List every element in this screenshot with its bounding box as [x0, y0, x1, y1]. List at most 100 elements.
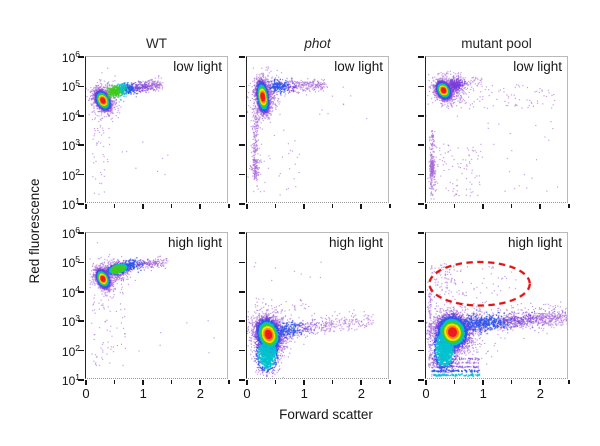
x-major-tick	[246, 380, 248, 385]
y-major-tick	[78, 349, 84, 352]
scatter-canvas-wt-low-light	[86, 57, 227, 202]
y-major-tick	[418, 85, 424, 88]
x-minor-tick	[332, 380, 334, 384]
y-major-tick	[239, 379, 245, 381]
x-minor-tick	[113, 204, 116, 208]
condition-label: low light	[513, 59, 562, 74]
x-major-tick	[303, 204, 306, 209]
x-major-tick	[539, 380, 542, 385]
y-major-tick	[78, 85, 84, 88]
x-major-tick	[142, 204, 145, 209]
y-tick-label: 106	[61, 49, 80, 65]
x-tick-label: 1	[300, 386, 308, 401]
column-title-wt: WT	[146, 36, 167, 51]
y-major-tick	[78, 232, 84, 234]
x-tick-label: 2	[357, 386, 365, 401]
panel-wt-high-light: high light 106 105 104 103 102 101 0 1 2	[62, 225, 230, 401]
y-tick-label: 103	[61, 313, 80, 330]
x-tick-label: 1	[139, 386, 147, 401]
panel-mutant-pool-high-light: high light 0 1 2	[418, 232, 570, 401]
condition-label: high light	[507, 235, 562, 250]
x-minor-tick	[332, 204, 334, 208]
y-major-tick	[418, 173, 424, 176]
x-minor-tick	[511, 204, 513, 208]
panel-mutant-pool-low-light: low light	[418, 56, 570, 209]
y-major-tick	[418, 349, 424, 352]
y-major-tick	[239, 173, 245, 176]
x-minor-tick	[389, 204, 391, 208]
y-major-tick	[239, 320, 245, 322]
scatter-canvas-wt-high-light	[86, 233, 227, 378]
panel-wt-low-light: low light 106 105 104 103 102 101	[62, 49, 230, 212]
x-tick-label: 1	[479, 386, 487, 401]
condition-label: high light	[328, 235, 383, 250]
x-major-tick	[482, 204, 485, 209]
y-major-tick	[418, 56, 424, 58]
x-minor-tick	[171, 204, 173, 208]
condition-label: low light	[334, 59, 383, 74]
panel-phot-low-light: low light	[239, 56, 391, 209]
y-major-tick	[239, 349, 245, 352]
y-major-tick	[418, 144, 424, 146]
y-major-tick	[78, 291, 84, 293]
y-major-tick	[239, 56, 245, 58]
x-tick-label: 2	[536, 386, 544, 401]
y-major-tick	[418, 261, 424, 264]
y-tick-label: 101	[61, 372, 80, 388]
y-major-tick	[78, 56, 84, 58]
y-major-tick	[239, 85, 245, 88]
y-major-tick	[239, 261, 245, 264]
x-major-tick	[360, 204, 363, 209]
condition-label: low light	[173, 59, 222, 74]
x-major-tick	[199, 204, 202, 209]
x-minor-tick	[113, 380, 116, 384]
y-tick-label: 103	[61, 137, 80, 154]
y-tick-label: 105	[61, 254, 80, 271]
x-minor-tick	[228, 204, 230, 208]
scatter-canvas-phot-high-light	[247, 233, 388, 378]
y-tick-label: 101	[61, 196, 80, 212]
column-title-mutant-pool: mutant pool	[461, 36, 532, 51]
x-minor-tick	[568, 380, 570, 384]
y-tick-label: 102	[61, 166, 80, 183]
y-major-tick	[239, 232, 245, 234]
y-tick-label: 102	[61, 342, 80, 359]
y-major-tick	[239, 203, 245, 205]
column-title-phot: phot	[304, 36, 331, 51]
x-major-tick	[199, 380, 202, 385]
x-minor-tick	[453, 380, 456, 384]
x-major-tick	[303, 380, 306, 385]
x-major-tick	[85, 380, 87, 385]
x-minor-tick	[171, 380, 173, 384]
x-major-tick	[142, 380, 145, 385]
x-minor-tick	[274, 380, 277, 384]
x-minor-tick	[228, 380, 230, 384]
y-major-tick	[78, 115, 84, 117]
x-minor-tick	[453, 204, 456, 208]
y-major-tick	[418, 115, 424, 117]
x-tick-label: 0	[82, 386, 90, 401]
scatter-canvas-mutant-pool-high-light	[426, 233, 567, 378]
y-major-tick	[418, 203, 424, 205]
y-tick-label: 106	[61, 225, 80, 241]
y-major-tick	[239, 115, 245, 117]
y-major-tick	[78, 173, 84, 176]
x-major-tick	[85, 204, 87, 209]
y-tick-label: 105	[61, 78, 80, 95]
condition-label: high light	[167, 235, 222, 250]
y-axis-label: Red fluorescence	[27, 178, 42, 284]
y-major-tick	[418, 379, 424, 381]
x-major-tick	[539, 204, 542, 209]
y-major-tick	[239, 291, 245, 293]
x-minor-tick	[568, 204, 570, 208]
y-major-tick	[78, 320, 84, 322]
y-tick-label: 104	[61, 283, 80, 300]
x-major-tick	[246, 204, 248, 209]
x-tick-label: 0	[422, 386, 430, 401]
scatter-canvas-mutant-pool-low-light	[426, 57, 567, 202]
x-tick-label: 0	[243, 386, 251, 401]
y-major-tick	[78, 203, 84, 205]
x-minor-tick	[274, 204, 277, 208]
y-major-tick	[418, 291, 424, 293]
